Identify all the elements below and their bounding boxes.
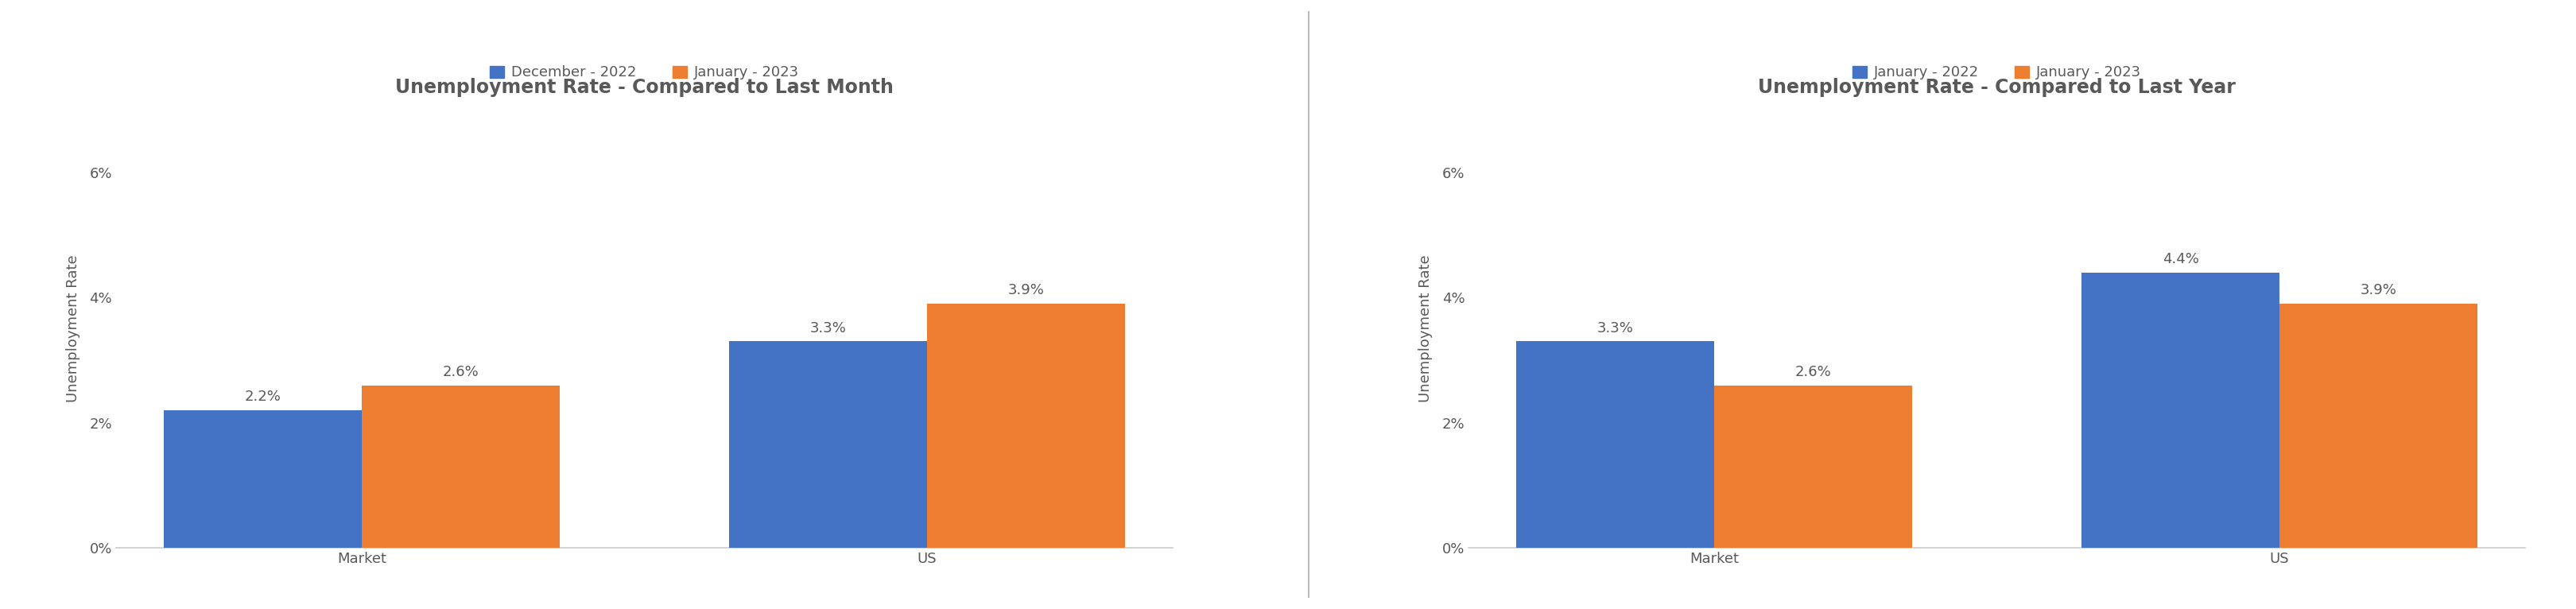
Bar [1713, 385, 1911, 548]
Y-axis label: Unemployment Rate: Unemployment Rate [67, 255, 80, 403]
Text: 3.9%: 3.9% [1007, 283, 1043, 298]
Legend: January - 2022, January - 2023: January - 2022, January - 2023 [1847, 60, 2146, 86]
Text: 3.3%: 3.3% [1597, 321, 1633, 335]
Title: Unemployment Rate - Compared to Last Year: Unemployment Rate - Compared to Last Yea… [1757, 78, 2236, 97]
Y-axis label: Unemployment Rate: Unemployment Rate [1419, 255, 1432, 403]
Text: 3.9%: 3.9% [2360, 283, 2396, 298]
Text: 2.2%: 2.2% [245, 390, 281, 404]
Text: 4.4%: 4.4% [2161, 252, 2197, 266]
Text: 2.6%: 2.6% [1795, 365, 1832, 379]
Legend: December - 2022, January - 2023: December - 2022, January - 2023 [484, 60, 804, 86]
Bar [2280, 304, 2476, 548]
Bar [2081, 272, 2280, 548]
Bar [1517, 342, 1713, 548]
Bar [165, 410, 361, 548]
Text: 2.6%: 2.6% [443, 365, 479, 379]
Title: Unemployment Rate - Compared to Last Month: Unemployment Rate - Compared to Last Mon… [394, 78, 894, 97]
Text: 3.3%: 3.3% [809, 321, 845, 335]
Bar [729, 342, 927, 548]
Bar [927, 304, 1123, 548]
Bar [361, 385, 559, 548]
